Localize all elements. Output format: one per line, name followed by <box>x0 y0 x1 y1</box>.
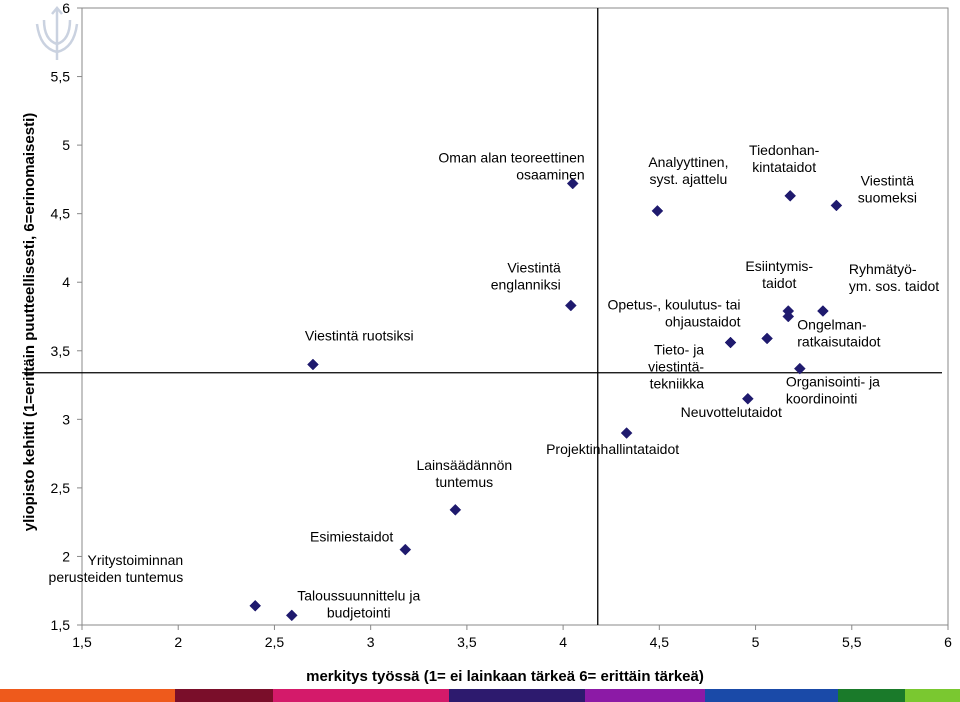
data-point-label: Esimiestaidot <box>310 529 393 545</box>
x-tick-label: 2 <box>174 634 182 650</box>
data-point-label: osaaminen <box>516 167 585 183</box>
y-tick-label: 5,5 <box>51 69 71 85</box>
data-point-label: Projektinhallintataidot <box>546 441 679 457</box>
data-point-marker <box>399 543 412 556</box>
data-point-marker <box>742 392 754 405</box>
data-point-marker <box>724 336 737 349</box>
data-point-marker <box>793 362 806 375</box>
data-point-marker <box>761 332 773 345</box>
y-tick-label: 5 <box>62 137 70 153</box>
data-point-label: Viestintä <box>507 260 561 276</box>
data-point-label: budjetointi <box>327 604 391 620</box>
data-point-label: tekniikka <box>650 375 705 391</box>
data-point-label: Oman alan teoreettinen <box>438 150 584 166</box>
data-point-label: ohjaustaidot <box>665 314 741 330</box>
footer-color-bar <box>0 689 960 702</box>
footer-color-segment <box>273 689 449 702</box>
x-tick-label: 4,5 <box>650 634 670 650</box>
data-point-marker <box>620 427 633 439</box>
data-point-marker <box>564 299 577 312</box>
data-point-label: taidot <box>762 275 796 291</box>
footer-color-segment <box>838 689 905 702</box>
footer-color-segment <box>175 689 273 702</box>
footer-color-segment <box>705 689 838 702</box>
data-point-label: koordinointi <box>786 391 858 407</box>
x-tick-label: 6 <box>944 634 952 650</box>
data-point-marker <box>830 199 843 212</box>
x-tick-label: 5 <box>752 634 760 650</box>
data-point-marker <box>307 358 319 371</box>
data-point-marker <box>566 177 579 190</box>
x-tick-label: 2,5 <box>265 634 285 650</box>
data-point-marker <box>449 503 462 516</box>
data-point-label: Viestintä <box>861 172 915 188</box>
y-tick-label: 2,5 <box>51 480 71 496</box>
y-tick-label: 1,5 <box>51 617 71 633</box>
y-tick-label: 6 <box>62 0 70 16</box>
reference-lines <box>22 8 942 625</box>
data-point-label: suomeksi <box>858 189 917 205</box>
data-point-label: Tieto- ja <box>654 341 704 357</box>
data-point-label: Lainsäädännön <box>416 457 512 473</box>
x-tick-label: 4 <box>559 634 567 650</box>
data-points <box>249 177 843 622</box>
footer-color-segment <box>449 689 585 702</box>
data-point-label: Neuvottelutaidot <box>681 404 782 420</box>
university-logo-icon <box>35 6 79 60</box>
data-point-label: Ryhmätyö- <box>849 261 917 277</box>
y-tick-label: 4 <box>62 274 70 290</box>
footer-color-segment <box>0 689 175 702</box>
data-point-label: viestintä- <box>648 358 704 374</box>
plot-area <box>81 7 949 626</box>
data-point-marker <box>285 609 298 622</box>
data-point-label: Ongelman- <box>797 317 867 333</box>
plot-border <box>81 7 949 626</box>
footer-color-segment <box>905 689 960 702</box>
data-point-label: Yritystoiminnan <box>87 552 183 568</box>
y-tick-label: 4,5 <box>51 206 71 222</box>
data-point-marker <box>817 305 829 317</box>
data-point-label: Taloussuunnittelu ja <box>297 587 420 603</box>
data-point-label: Analyyttinen, <box>648 154 728 170</box>
data-point-label: tuntemus <box>436 474 494 490</box>
data-point-label: kintataidot <box>752 159 816 175</box>
footer-color-segment <box>585 689 705 702</box>
data-point-label: perusteiden tuntemus <box>49 569 184 585</box>
data-point-label: syst. ajattelu <box>649 171 727 187</box>
data-point-label: Esiintymis- <box>745 258 813 274</box>
data-point-label: ratkaisutaidot <box>797 334 880 350</box>
data-point-label: Viestintä ruotsiksi <box>305 327 414 343</box>
x-axis-ticks: 1,5 2 2,5 3 3,5 4 4,5 5 5,5 6 <box>72 625 952 650</box>
y-tick-label: 2 <box>62 548 70 564</box>
y-axis-ticks: 1,5 2 2,5 3 3,5 4 4,5 5 5,5 6 <box>51 0 82 633</box>
data-point-label: englanniksi <box>491 277 561 293</box>
data-point-marker <box>249 599 262 612</box>
y-tick-label: 3 <box>62 411 70 427</box>
x-tick-label: 3 <box>367 634 375 650</box>
data-point-marker <box>782 310 795 323</box>
x-tick-label: 3,5 <box>457 634 477 650</box>
data-point-marker <box>651 205 664 217</box>
data-point-label: Tiedonhan- <box>749 142 820 158</box>
x-axis-title: merkitys työssä (1= ei lainkaan tärkeä 6… <box>306 668 704 685</box>
data-point-label: Organisointi- ja <box>786 374 880 390</box>
y-tick-label: 3,5 <box>51 343 71 359</box>
x-tick-label: 5,5 <box>842 634 862 650</box>
data-point-label: ym. sos. taidot <box>849 278 939 294</box>
data-point-label: Opetus-, koulutus- tai <box>607 297 740 313</box>
y-axis-title: yliopisto kehitti (1=erittäin puutteelli… <box>21 113 38 531</box>
data-point-marker <box>784 189 797 202</box>
x-tick-label: 1,5 <box>72 634 92 650</box>
